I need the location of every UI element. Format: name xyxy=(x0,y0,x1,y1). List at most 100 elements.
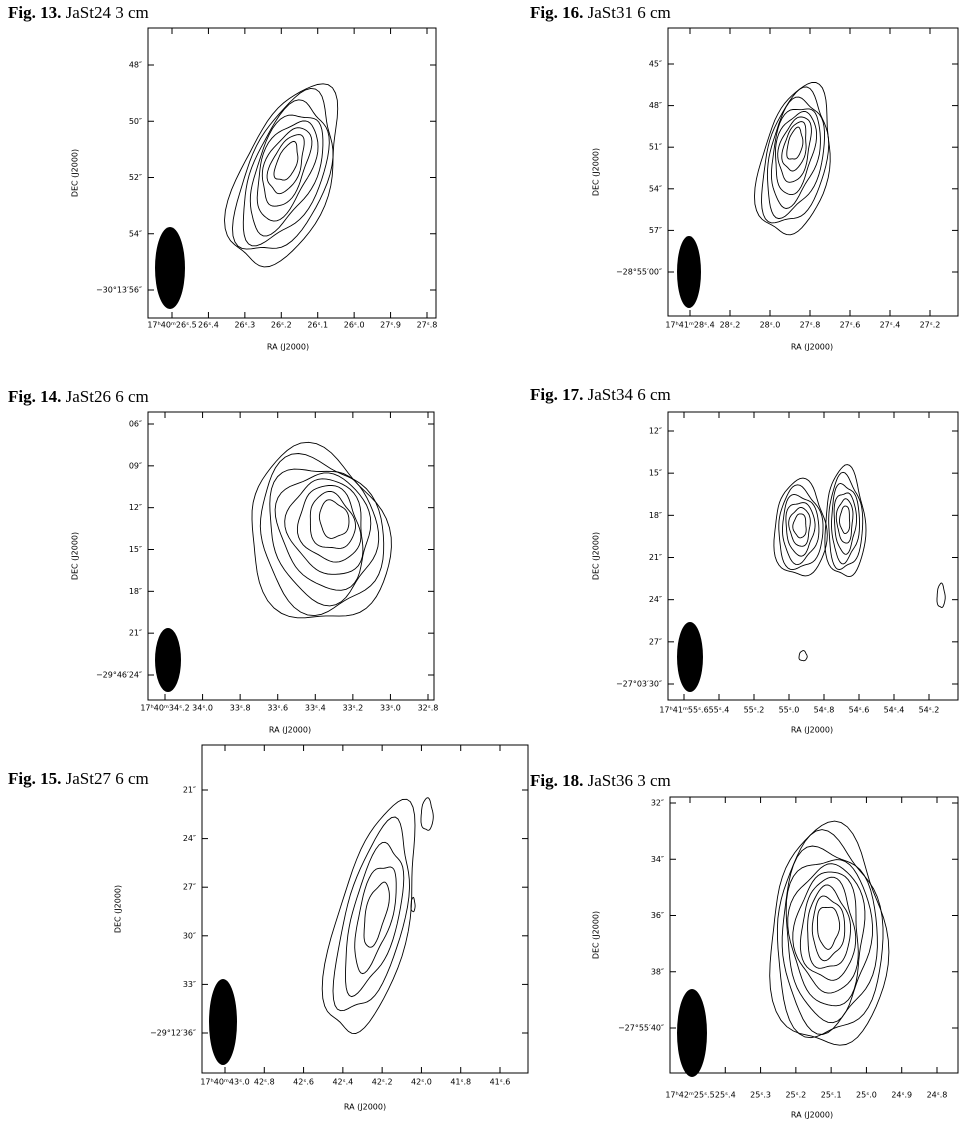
contour xyxy=(833,492,858,555)
contour xyxy=(259,453,385,617)
x-tick-label: 17ʰ40ᵐ26ˢ.5 xyxy=(147,321,196,330)
caption: Fig. 13. JaSt24 3 cm xyxy=(8,3,149,22)
x-tick-label: 28ˢ.2 xyxy=(720,321,741,330)
y-tick-label: 27″ xyxy=(183,883,196,892)
contour xyxy=(273,140,299,181)
plot-frame xyxy=(667,27,959,317)
x-tick-label: 54ˢ.8 xyxy=(814,706,835,715)
x-tick-label: 42ˢ.4 xyxy=(332,1078,353,1087)
x-tick-label: 33ˢ.8 xyxy=(230,704,251,713)
caption: Fig. 15. JaSt27 6 cm xyxy=(8,769,149,788)
beam xyxy=(677,989,707,1077)
x-tick-label: 27ˢ.9 xyxy=(380,321,401,330)
x-axis-label: RA (J2000) xyxy=(267,343,309,352)
y-tick-label: 27″ xyxy=(649,637,662,646)
caption-text: JaSt34 6 cm xyxy=(588,385,671,404)
contour xyxy=(828,471,864,570)
contour xyxy=(782,493,820,566)
figure-label: Fig. 16. xyxy=(530,3,583,22)
x-tick-label: 55ˢ.2 xyxy=(744,706,765,715)
x-axis-label: RA (J2000) xyxy=(791,726,833,735)
caption: Fig. 18. JaSt36 3 cm xyxy=(530,771,671,790)
x-tick-label: 55ˢ.4 xyxy=(709,706,730,715)
x-tick-label: 42ˢ.8 xyxy=(254,1078,275,1087)
contour xyxy=(420,797,434,831)
contour xyxy=(296,485,362,563)
y-tick-label: 09″ xyxy=(129,461,142,470)
caption: Fig. 16. JaSt31 6 cm xyxy=(530,3,671,22)
x-tick-label: 27ˢ.8 xyxy=(417,321,438,330)
contour xyxy=(345,841,405,998)
contour xyxy=(332,816,410,1012)
contour xyxy=(224,83,339,268)
contour xyxy=(266,134,305,195)
y-axis-label: DEC (J2000) xyxy=(592,148,601,196)
y-tick-label: −30°13′56″ xyxy=(96,286,142,295)
x-tick-label: 24ˢ.9 xyxy=(891,1091,912,1100)
x-tick-label: 25ˢ.1 xyxy=(821,1091,842,1100)
contour xyxy=(354,866,397,975)
x-tick-label: 41ˢ.8 xyxy=(450,1078,471,1087)
x-tick-label: 41ˢ.6 xyxy=(490,1078,511,1087)
contour xyxy=(770,108,821,209)
x-tick-label: 26ˢ.3 xyxy=(234,321,255,330)
y-tick-label: 50″ xyxy=(129,117,142,126)
caption: Fig. 17. JaSt34 6 cm xyxy=(530,385,671,404)
y-tick-label: −28°55′00″ xyxy=(616,268,662,277)
y-tick-label: 15″ xyxy=(129,545,142,554)
x-tick-label: 33ˢ.6 xyxy=(267,704,288,713)
contour xyxy=(251,441,392,619)
x-tick-label: 33ˢ.2 xyxy=(342,704,363,713)
y-tick-label: 34″ xyxy=(651,855,664,864)
contour xyxy=(785,859,874,1024)
y-tick-label: 21″ xyxy=(649,553,662,562)
x-tick-label: 32ˢ.8 xyxy=(418,704,439,713)
contour xyxy=(249,114,324,237)
contour xyxy=(761,86,830,224)
x-tick-label: 33ˢ.0 xyxy=(380,704,401,713)
x-tick-label: 54ˢ.6 xyxy=(849,706,870,715)
y-tick-label: 48″ xyxy=(649,101,662,110)
figure-label: Fig. 15. xyxy=(8,769,61,788)
contour xyxy=(781,121,807,172)
contour xyxy=(410,896,416,913)
contour xyxy=(274,472,372,591)
y-tick-label: −29°46′24″ xyxy=(96,671,142,680)
contour xyxy=(754,82,831,236)
x-tick-label: 27ˢ.2 xyxy=(920,321,941,330)
caption-text: JaSt26 6 cm xyxy=(66,387,149,406)
x-tick-label: 17ʰ41ᵐ28ˢ.4 xyxy=(665,321,714,330)
x-tick-label: 17ʰ41ᵐ55ˢ.6 xyxy=(659,706,708,715)
y-tick-label: 12″ xyxy=(129,503,142,512)
beam xyxy=(209,979,237,1065)
y-tick-label: 52″ xyxy=(129,173,142,182)
beam xyxy=(155,628,181,692)
plot-frame xyxy=(669,796,959,1074)
contour xyxy=(807,884,852,969)
x-tick-label: 26ˢ.0 xyxy=(344,321,365,330)
y-tick-label: 38″ xyxy=(651,967,664,976)
x-tick-label: 42ˢ.2 xyxy=(372,1078,393,1087)
contour xyxy=(232,87,334,250)
plot-frame xyxy=(201,744,529,1074)
y-tick-label: −27°03′30″ xyxy=(616,680,662,689)
y-tick-label: 57″ xyxy=(649,226,662,235)
x-tick-label: 27ˢ.6 xyxy=(840,321,861,330)
x-tick-label: 25ˢ.0 xyxy=(856,1091,877,1100)
x-tick-label: 42ˢ.0 xyxy=(411,1078,432,1087)
y-tick-label: 24″ xyxy=(183,834,196,843)
x-tick-label: 34ˢ.0 xyxy=(192,704,213,713)
y-tick-label: 51″ xyxy=(649,143,662,152)
x-tick-label: 27ˢ.8 xyxy=(800,321,821,330)
contour xyxy=(936,582,946,608)
y-tick-label: 45″ xyxy=(649,60,662,69)
contour xyxy=(785,502,816,557)
contour xyxy=(261,127,313,207)
contour xyxy=(824,464,867,578)
x-tick-label: 27ˢ.4 xyxy=(880,321,901,330)
x-tick-label: 25ˢ.3 xyxy=(750,1091,771,1100)
y-axis-label: DEC (J2000) xyxy=(592,532,601,580)
caption-text: JaSt27 6 cm xyxy=(66,769,149,788)
